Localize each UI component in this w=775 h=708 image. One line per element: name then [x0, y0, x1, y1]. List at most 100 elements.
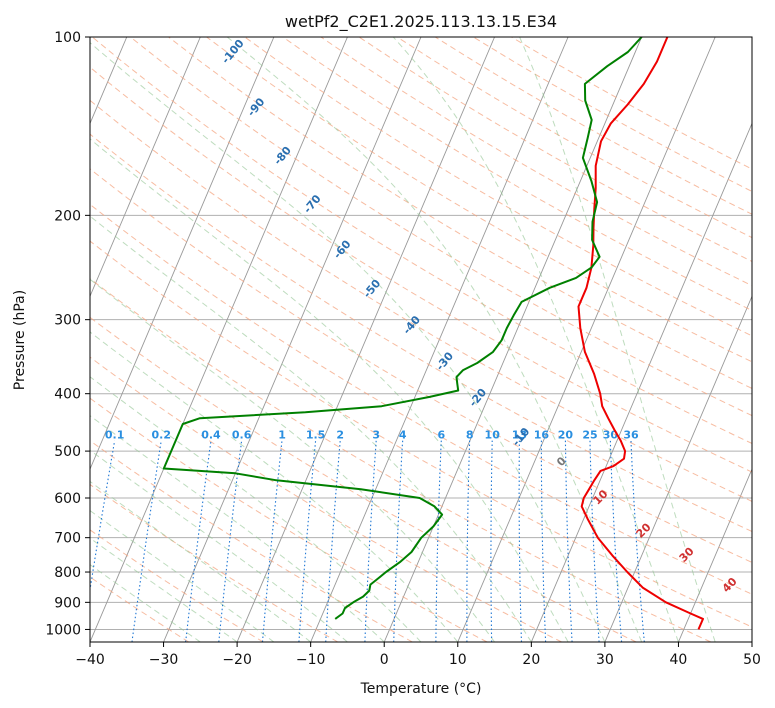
moist-adiabat-line — [519, 37, 716, 642]
plot-frame — [89, 36, 753, 643]
plot-area — [90, 37, 752, 642]
mixing-ratio-label: 8 — [466, 429, 474, 442]
x-tick-label: −30 — [149, 652, 179, 668]
moist-adiabat-line — [90, 537, 238, 642]
x-tick-label: 20 — [522, 652, 540, 668]
y-tick-label: 700 — [54, 531, 81, 547]
dewpoint-profile — [162, 37, 643, 620]
mixing-ratio-line — [298, 440, 317, 642]
mixing-ratio-label: 6 — [437, 429, 445, 442]
dry-adiabat-label: -70 — [301, 192, 324, 216]
x-tick-label: −40 — [75, 652, 105, 668]
dry-adiabat-label: -80 — [271, 144, 294, 168]
dry-adiabat-label: -90 — [245, 95, 268, 119]
mixing-ratio-label: 36 — [623, 429, 639, 442]
mixing-ratio-label: 20 — [558, 429, 574, 442]
moist-adiabat-label: 10 — [591, 487, 611, 507]
mixing-ratio-line — [393, 440, 404, 642]
dry-adiabat-line — [320, 37, 752, 287]
dry-adiabat-line — [282, 37, 752, 312]
mixing-ratio-label: 2 — [336, 429, 344, 442]
mixing-ratio-label: 10 — [485, 429, 501, 442]
dry-adiabat-line — [90, 529, 264, 642]
mixing-ratio-line — [435, 440, 442, 642]
y-tick-label: 600 — [54, 491, 81, 507]
y-tick-label: 200 — [54, 208, 81, 224]
dry-adiabat-line — [90, 356, 562, 642]
mixing-ratio-label: 3 — [372, 429, 380, 442]
mixing-ratio-line — [90, 440, 116, 594]
dry-adiabat-line — [130, 37, 752, 417]
isotherm-line — [678, 467, 752, 642]
moist-adiabat-line — [90, 215, 532, 642]
isotherm-line — [604, 295, 752, 642]
temperature-profile — [577, 37, 704, 630]
y-tick-label: 100 — [54, 30, 81, 46]
dry-adiabat-line — [168, 37, 752, 389]
x-tick-label: 0 — [380, 652, 389, 668]
y-axis-label: Pressure (hPa) — [12, 290, 28, 390]
moist-adiabat-label: 0 — [554, 454, 569, 469]
mixing-ratio-line — [518, 440, 523, 642]
isotherm-line — [457, 37, 716, 642]
dry-adiabat-line — [91, 37, 752, 445]
moist-adiabat-line — [90, 449, 348, 642]
moist-adiabat-line — [90, 376, 422, 642]
isotherm-line — [530, 122, 752, 642]
dry-adiabat-line — [473, 37, 752, 192]
dry-adiabat-line — [90, 440, 413, 642]
dry-adiabat-label: -40 — [400, 313, 423, 337]
mixing-ratio-label: 0.4 — [201, 429, 221, 442]
mixing-ratio-line — [325, 440, 341, 642]
dry-adiabat-line — [90, 203, 752, 595]
moist-adiabat-label: 30 — [677, 545, 697, 565]
dry-adiabat-line — [90, 240, 752, 628]
y-tick-label: 500 — [54, 444, 81, 460]
moist-adiabat-line — [90, 564, 201, 642]
y-tick-label: 1000 — [45, 622, 81, 638]
x-tick-label: 30 — [596, 652, 614, 668]
dry-adiabat-line — [90, 99, 752, 502]
isotherm-line — [90, 37, 201, 298]
mixing-ratio-line — [466, 440, 471, 642]
dry-adiabat-label: -20 — [467, 386, 490, 410]
mixing-ratio-label: 0.1 — [105, 429, 125, 442]
isotherm-line — [90, 37, 348, 642]
dry-adiabat-line — [90, 168, 752, 563]
moist-adiabat-line — [90, 138, 569, 642]
mixing-ratio-label: 30 — [603, 429, 619, 442]
mixing-ratio-line — [609, 440, 623, 642]
mixing-ratio-line — [630, 440, 645, 642]
mixing-ratio-line — [261, 440, 283, 642]
x-axis-label: Temperature (°C) — [360, 681, 482, 697]
y-tick-label: 300 — [54, 313, 81, 329]
dry-adiabat-line — [90, 483, 339, 642]
dry-adiabat-line — [244, 37, 752, 337]
mixing-ratio-label: 13 — [512, 429, 527, 442]
x-tick-label: 40 — [670, 652, 688, 668]
y-tick-label: 900 — [54, 595, 81, 611]
moist-adiabat-line — [90, 480, 311, 642]
x-tick-label: 10 — [449, 652, 467, 668]
mixing-ratio-label: 0.2 — [152, 429, 172, 442]
mixing-ratio-label: 16 — [534, 429, 550, 442]
x-tick-label: −10 — [296, 652, 326, 668]
dry-adiabat-label: -50 — [361, 277, 384, 301]
dry-adiabat-line — [90, 397, 488, 642]
mixing-ratio-label: 25 — [582, 429, 597, 442]
profile-series — [162, 37, 704, 630]
y-tick-label: 400 — [54, 387, 81, 403]
isotherm-line — [163, 37, 422, 642]
dry-adiabat-line — [90, 316, 637, 642]
dry-adiabat-line — [90, 133, 752, 533]
mixing-ratio-line — [364, 440, 377, 642]
mixing-ratio-label: 1.5 — [306, 429, 326, 442]
chart-title: wetPf2_C2E1.2025.113.13.15.E34 — [285, 12, 557, 32]
moist-adiabat-line — [90, 42, 606, 642]
mixing-ratio-label: 1 — [278, 429, 286, 442]
mixing-ratio-label: 4 — [399, 429, 407, 442]
line-labels: 0.1 0.2 0.4 0.6 1 1.5 2 3 4 6 8 10 13 16 20 25 30 36 -100 -… — [105, 37, 740, 595]
dry-adiabat-line — [90, 576, 189, 642]
mixing-ratio-line — [131, 440, 162, 642]
